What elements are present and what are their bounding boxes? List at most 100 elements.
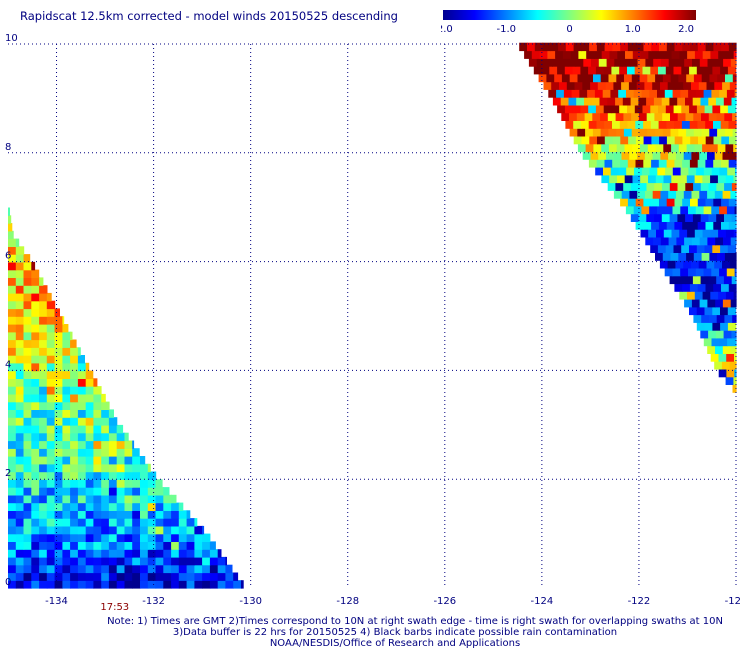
heatmap-cell <box>108 572 118 581</box>
heatmap-cell <box>701 128 710 137</box>
heatmap-cell <box>23 487 32 496</box>
heatmap-cell <box>716 314 726 323</box>
heatmap-cell <box>663 174 672 184</box>
heatmap-cell <box>46 324 56 333</box>
heatmap-cell <box>31 518 40 527</box>
heatmap-cell <box>8 580 17 589</box>
heatmap-cell <box>609 50 618 59</box>
heatmap-cell <box>604 120 613 129</box>
heatmap-cell <box>8 549 17 558</box>
heatmap-cell <box>709 128 718 137</box>
heatmap-cell <box>178 510 188 519</box>
heatmap-cell <box>116 549 126 558</box>
heatmap-cell <box>93 386 102 395</box>
heatmap-cell <box>31 393 40 403</box>
heatmap-cell <box>132 533 141 542</box>
heatmap-cell <box>31 261 36 271</box>
heatmap-cell <box>23 541 32 550</box>
heatmap-cell <box>217 549 222 558</box>
heatmap-cell <box>54 370 63 379</box>
colorbar-tick-label: -1.0 <box>496 24 516 35</box>
heatmap-cell <box>108 494 118 504</box>
heatmap-cell <box>519 42 528 52</box>
heatmap-cell <box>697 198 707 207</box>
heatmap-cell <box>39 339 48 348</box>
heatmap-cell <box>155 502 164 511</box>
heatmap-cell <box>8 541 17 550</box>
heatmap-cell <box>8 285 17 294</box>
heatmap-cell <box>734 353 737 362</box>
heatmap-cell <box>194 525 203 535</box>
heatmap-cell <box>696 306 706 316</box>
heatmap-cell <box>46 316 56 325</box>
heatmap-cell <box>132 525 141 535</box>
heatmap-cell <box>202 541 211 550</box>
heatmap-cell <box>664 267 674 277</box>
heatmap-cell <box>663 50 673 59</box>
heatmap-cell <box>8 261 17 271</box>
heatmap-cell <box>70 355 79 364</box>
heatmap-cell <box>85 494 95 504</box>
heatmap-cell <box>155 525 164 535</box>
heatmap-cell <box>685 182 694 191</box>
heatmap-cell <box>683 151 693 160</box>
heatmap-cell <box>719 337 728 347</box>
heatmap-cell <box>588 66 597 75</box>
heatmap-cell <box>729 361 737 370</box>
heatmap-cell <box>39 316 48 325</box>
heatmap-cell <box>171 518 180 527</box>
heatmap-cell <box>561 112 570 121</box>
heatmap-cell <box>585 143 594 153</box>
heatmap-cell <box>623 128 633 137</box>
heatmap-cell <box>54 347 63 356</box>
heatmap-cell <box>85 549 95 558</box>
heatmap-cell <box>23 370 32 379</box>
heatmap-cell <box>708 275 717 285</box>
heatmap-cell <box>704 244 713 253</box>
heatmap-cell <box>108 409 114 418</box>
heatmap-cell <box>116 479 126 488</box>
heatmap-cell <box>31 533 40 542</box>
heatmap-cell <box>8 479 17 488</box>
heatmap-cell <box>8 339 17 348</box>
heatmap-cell <box>555 50 564 59</box>
heatmap-cell <box>116 510 126 519</box>
heatmap-cell <box>621 81 630 90</box>
heatmap-cell <box>659 135 668 145</box>
heatmap-cell <box>720 306 729 316</box>
heatmap-cell <box>54 401 63 410</box>
heatmap-cell <box>595 104 605 114</box>
heatmap-cell <box>101 487 110 496</box>
heatmap-cell <box>39 401 48 410</box>
heatmap-cell <box>209 556 219 566</box>
heatmap-cell <box>194 533 203 542</box>
heatmap-cell <box>657 205 666 215</box>
heatmap-cell <box>711 337 720 347</box>
heatmap-cell <box>693 314 702 323</box>
heatmap-cell <box>547 50 556 59</box>
note-line-3: NOAA/NESDIS/Office of Research and Appli… <box>269 638 521 649</box>
heatmap-cell <box>77 432 87 442</box>
heatmap-cell <box>70 347 79 356</box>
heatmap-cell <box>698 135 707 145</box>
heatmap-cell <box>726 89 736 98</box>
heatmap-cell <box>31 347 40 356</box>
heatmap-cell <box>610 89 619 98</box>
heatmap-cell <box>31 463 40 473</box>
heatmap-cell <box>705 135 715 145</box>
heatmap-cell <box>689 120 699 129</box>
heatmap-cell <box>722 299 732 308</box>
heatmap-cell <box>601 143 610 153</box>
grid-lines <box>8 43 737 588</box>
heatmap-cell <box>108 479 118 488</box>
heatmap-cell <box>93 580 102 589</box>
heatmap-cell <box>688 205 697 215</box>
heatmap-cell <box>15 440 25 449</box>
heatmap-cell <box>31 510 40 519</box>
heatmap-cell <box>39 463 48 473</box>
colorbar-tick-label: 2.0 <box>678 24 694 35</box>
heatmap-cell <box>690 42 699 52</box>
heatmap-cell <box>713 283 722 292</box>
heatmap-cell <box>690 221 699 230</box>
heatmap-cell <box>140 479 149 488</box>
